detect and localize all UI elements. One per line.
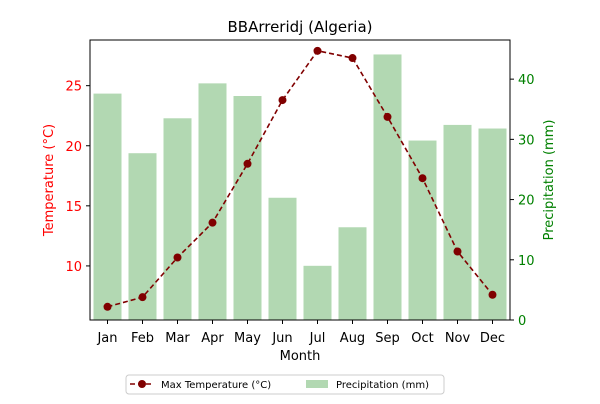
- precipitation-bar-dec: [478, 128, 507, 320]
- precipitation-bar-may: [233, 96, 262, 320]
- legend-label-temperature: Max Temperature (°C): [161, 380, 271, 391]
- temperature-point-jun: [278, 96, 287, 105]
- precipitation-bar-oct: [408, 140, 437, 320]
- precipitation-bar-jul: [303, 265, 332, 320]
- x-tick-label: Nov: [445, 331, 471, 346]
- x-tick-label: Aug: [340, 331, 365, 346]
- legend-bar-swatch: [306, 380, 328, 388]
- y-left-tick-label: 25: [65, 80, 82, 95]
- axes: Jan Feb Mar Apr May Jun Jul Aug Sep Oct Nov Dec 10 15…: [65, 39, 535, 346]
- precipitation-bar-jan: [93, 93, 122, 320]
- temperature-point-may: [243, 159, 252, 168]
- x-tick-label: Jun: [271, 331, 292, 346]
- x-tick-label: Jul: [309, 331, 326, 346]
- y-left-tick-label: 15: [65, 200, 82, 215]
- legend-label-precipitation: Precipitation (mm): [336, 380, 429, 391]
- x-tick-label: Dec: [480, 331, 505, 346]
- precipitation-bar-sep: [373, 54, 402, 321]
- precipitation-bars: [93, 54, 507, 321]
- y-right-tick-label: 40: [518, 73, 535, 88]
- x-tick-label: Apr: [201, 331, 224, 346]
- temperature-point-oct: [418, 174, 427, 183]
- legend-line-marker: [138, 380, 146, 388]
- x-tick-label: Feb: [131, 331, 154, 346]
- chart-title: BBArreridj (Algeria): [227, 18, 372, 36]
- temperature-point-nov: [453, 247, 462, 256]
- precipitation-bar-apr: [198, 83, 227, 321]
- x-tick-label: May: [234, 331, 261, 346]
- y-axis-right-label: Precipitation (mm): [542, 120, 557, 241]
- y-left-tick-label: 10: [65, 260, 82, 275]
- x-tick-label: Mar: [165, 331, 190, 346]
- y-left-tick-label: 20: [65, 140, 82, 155]
- legend-frame: [125, 374, 445, 395]
- precipitation-bar-jun: [268, 197, 297, 320]
- precipitation-bar-nov: [443, 124, 472, 320]
- precipitation-bar-feb: [128, 153, 157, 320]
- y-axis-left-label: Temperature (°C): [42, 124, 57, 237]
- legend: Max Temperature (°C) Precipitation (mm): [125, 374, 445, 395]
- x-tick-label: Oct: [411, 331, 433, 346]
- y-right-tick-label: 30: [518, 133, 535, 148]
- y-right-tick-label: 10: [518, 254, 535, 269]
- temperature-point-mar: [173, 253, 182, 262]
- y-right-tick-label: 0: [518, 314, 526, 329]
- temperature-point-dec: [488, 290, 497, 299]
- y-right-tick-label: 20: [518, 194, 535, 209]
- temperature-point-sep: [383, 112, 392, 121]
- precipitation-bar-aug: [338, 227, 367, 320]
- temperature-point-feb: [138, 293, 147, 302]
- temperature-point-jan: [103, 302, 112, 311]
- temperature-line-series: [103, 46, 497, 311]
- temperature-point-jul: [313, 46, 322, 55]
- x-axis-label: Month: [280, 349, 321, 364]
- x-tick-label: Jan: [96, 331, 117, 346]
- precipitation-bar-mar: [163, 118, 192, 320]
- temperature-point-apr: [208, 218, 217, 227]
- temperature-line: [107, 49, 494, 308]
- temperature-point-aug: [348, 54, 357, 63]
- plot-frame: [89, 39, 511, 321]
- x-tick-label: Sep: [375, 331, 400, 346]
